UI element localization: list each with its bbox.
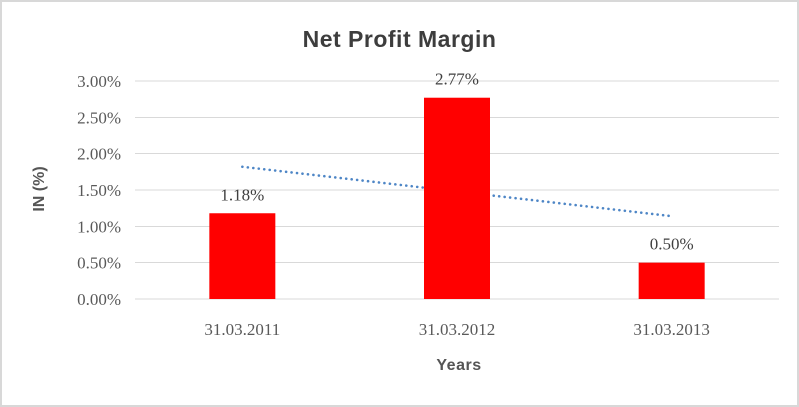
bar [638, 262, 705, 299]
x-axis-title: Years [436, 357, 482, 374]
y-axis-title: IN (%) [31, 166, 48, 212]
y-tick-label: 0.00% [77, 290, 121, 309]
x-category-label: 31.03.2011 [204, 320, 280, 339]
chart-title: Net Profit Margin [302, 26, 497, 52]
y-tick-label: 0.50% [77, 254, 121, 273]
y-tick-label: 2.50% [77, 108, 121, 127]
y-tick-label: 1.50% [77, 181, 121, 200]
y-tick-label: 3.00% [77, 72, 121, 91]
trendline [241, 165, 673, 218]
bar [209, 213, 276, 299]
y-tick-label: 2.00% [77, 145, 121, 164]
bar-data-label: 2.77% [435, 70, 479, 89]
x-category-label: 31.03.2013 [633, 320, 710, 339]
x-category-label: 31.03.2012 [419, 320, 496, 339]
bar-data-label: 1.18% [220, 185, 264, 204]
y-tick-label: 1.00% [77, 217, 121, 236]
bar-data-label: 0.50% [650, 235, 694, 254]
bar [424, 97, 490, 299]
